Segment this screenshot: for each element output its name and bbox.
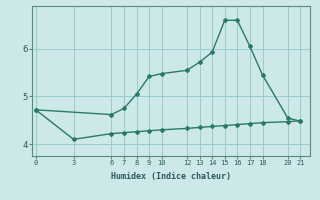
X-axis label: Humidex (Indice chaleur): Humidex (Indice chaleur) [111, 172, 231, 181]
